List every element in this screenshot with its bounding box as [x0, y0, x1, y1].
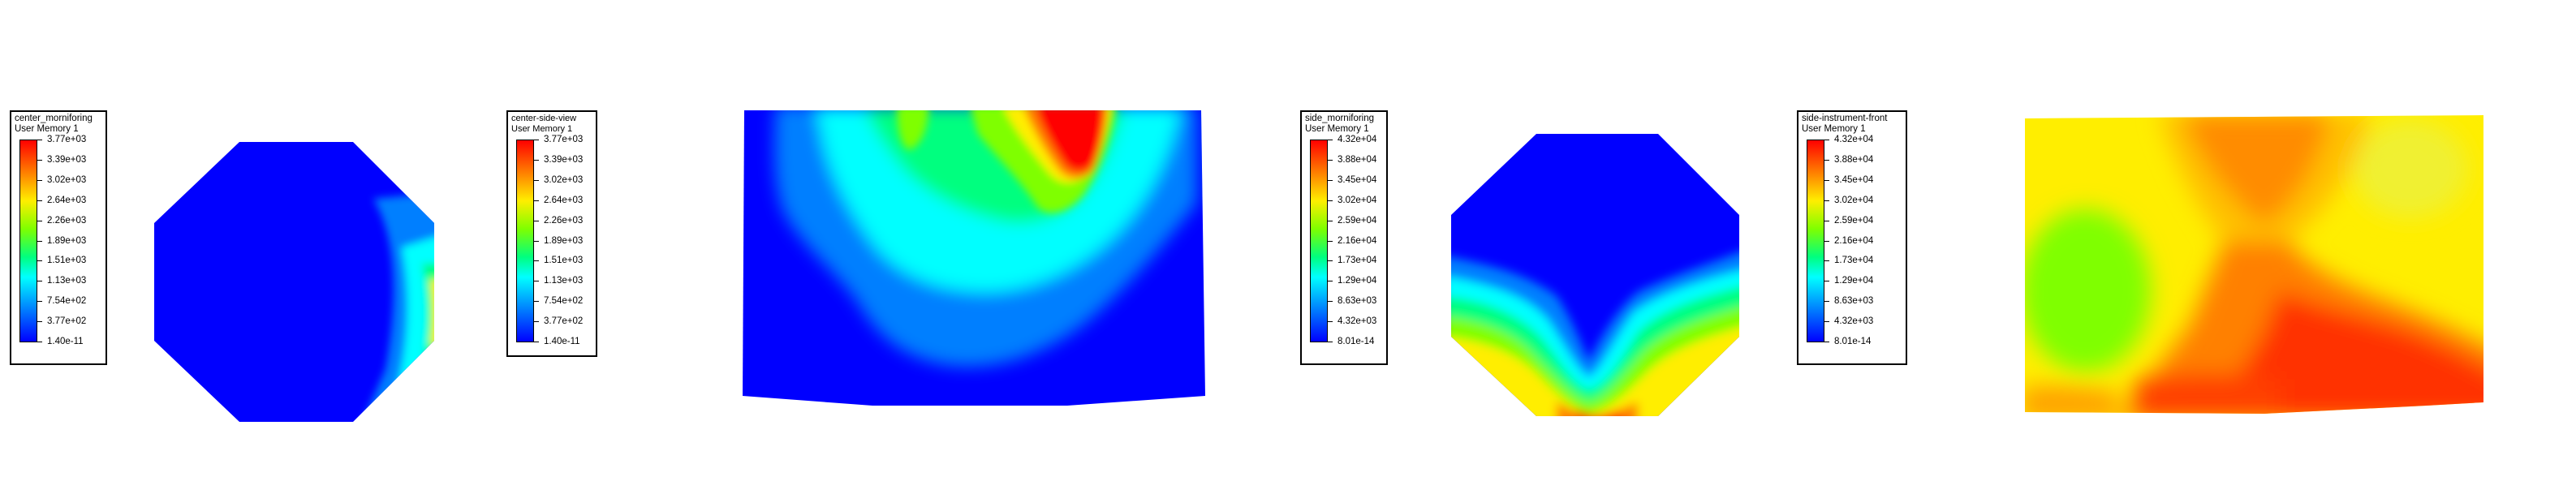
contour-field [154, 142, 434, 422]
legend-tick-label: 3.02e+04 [1338, 195, 1377, 205]
legend-tick-mark [534, 260, 539, 262]
legend-center-side-view: center-side-view User Memory 1 3.77e+03 3… [506, 110, 597, 357]
legend-tick-label: 7.54e+02 [47, 296, 87, 307]
legend-tick-label: 2.59e+04 [1834, 215, 1874, 226]
legend-center-monitoring: center_morniforing User Memory 1 3.77e+0… [10, 110, 107, 365]
contour-field [743, 110, 1205, 406]
contour-plot-center-side-view [743, 105, 1205, 410]
legend-tick-label: 8.01e-14 [1834, 337, 1872, 346]
legend-tick-mark [534, 301, 539, 303]
legend-tick-mark [37, 260, 42, 262]
legend-side-instrument-front: side-instrument-front User Memory 1 4.32… [1797, 110, 1907, 365]
color-scale-bar [1807, 140, 1824, 342]
legend-tick-label: 1.13e+03 [544, 276, 584, 286]
legend-tick-mark [1328, 240, 1333, 242]
legend-tick-mark [37, 301, 42, 303]
legend-title: center_morniforing [15, 114, 93, 123]
legend-tick-mark [534, 240, 539, 242]
legend-tick-label: 3.39e+03 [544, 154, 584, 165]
legend-tick-label: 3.02e+03 [544, 174, 584, 185]
legend-tick-label: 3.45e+04 [1338, 174, 1377, 185]
legend-tick-label: 1.89e+03 [544, 235, 584, 246]
legend-tick-label: 8.01e-14 [1338, 337, 1375, 346]
legend-subtitle: User Memory 1 [1802, 124, 1866, 134]
legend-title: center-side-view [511, 114, 577, 123]
legend-tick-label: 2.26e+03 [47, 215, 87, 226]
legend-tick-label: 1.51e+03 [544, 256, 584, 266]
legend-subtitle: User Memory 1 [511, 124, 573, 134]
legend-tick-mark [1824, 159, 1829, 161]
legend-tick-mark [37, 159, 42, 161]
legend-tick-label: 1.73e+04 [1834, 256, 1874, 266]
legend-tick-label: 3.88e+04 [1338, 154, 1377, 165]
legend-tick-mark [37, 179, 42, 181]
legend-tick-label: 1.29e+04 [1834, 276, 1874, 286]
legend-title: side-instrument-front [1802, 114, 1888, 123]
legend-tick-label: 2.59e+04 [1338, 215, 1377, 226]
contour-field [1451, 134, 1739, 416]
legend-subtitle: User Memory 1 [1305, 124, 1369, 134]
legend-tick-mark [1824, 301, 1829, 303]
color-scale-bar [516, 140, 534, 342]
legend-tick-label: 4.32e+04 [1338, 135, 1377, 144]
legend-tick-label: 2.16e+04 [1338, 235, 1377, 246]
legend-tick-label: 1.51e+03 [47, 256, 87, 266]
legend-tick-label: 1.29e+04 [1338, 276, 1377, 286]
legend-tick-mark [534, 321, 539, 323]
legend-tick-mark [534, 200, 539, 201]
color-scale-bar [1310, 140, 1328, 342]
legend-tick-label: 7.54e+02 [544, 296, 584, 307]
legend-tick-label: 3.88e+04 [1834, 154, 1874, 165]
legend-tick-label: 2.64e+03 [544, 195, 584, 205]
legend-tick-mark [1824, 260, 1829, 262]
legend-title: side_morniforing [1305, 114, 1375, 123]
legend-tick-mark [1824, 200, 1829, 201]
legend-tick-label: 3.39e+03 [47, 154, 87, 165]
legend-tick-label: 2.64e+03 [47, 195, 87, 205]
legend-tick-mark [534, 179, 539, 181]
legend-tick-label: 4.32e+04 [1834, 135, 1874, 144]
legend-tick-label: 4.32e+03 [1834, 316, 1874, 327]
legend-subtitle: User Memory 1 [15, 124, 79, 134]
contour-plot-side-monitoring [1451, 134, 1743, 418]
legend-tick-label: 1.73e+04 [1338, 256, 1377, 266]
legend-tick-mark [1328, 179, 1333, 181]
legend-tick-label: 4.32e+03 [1338, 316, 1377, 327]
legend-tick-label: 1.40e-11 [544, 337, 580, 346]
legend-tick-mark [1824, 179, 1829, 181]
legend-tick-mark [37, 200, 42, 201]
legend-tick-label: 3.77e+03 [544, 135, 584, 144]
legend-tick-label: 2.26e+03 [544, 215, 584, 226]
legend-tick-label: 3.02e+03 [47, 174, 87, 185]
legend-tick-mark [1328, 301, 1333, 303]
contour-plot-center-monitoring [154, 142, 438, 426]
legend-tick-label: 3.45e+04 [1834, 174, 1874, 185]
legend-tick-label: 3.02e+04 [1834, 195, 1874, 205]
contour-plot-side-instrument-front [2021, 112, 2492, 416]
legend-tick-mark [1824, 321, 1829, 323]
legend-tick-label: 8.63e+03 [1338, 296, 1377, 307]
legend-side-monitoring: side_morniforing User Memory 1 4.32e+04 3… [1300, 110, 1388, 365]
legend-tick-mark [1328, 159, 1333, 161]
legend-tick-mark [1328, 200, 1333, 201]
legend-tick-mark [1328, 321, 1333, 323]
legend-tick-label: 1.89e+03 [47, 235, 87, 246]
legend-tick-label: 3.77e+02 [47, 316, 87, 327]
contour-field [2025, 115, 2483, 414]
legend-tick-mark [1328, 260, 1333, 262]
legend-tick-label: 3.77e+02 [544, 316, 584, 327]
color-scale-bar [19, 140, 37, 342]
legend-tick-label: 1.13e+03 [47, 276, 87, 286]
legend-tick-mark [37, 240, 42, 242]
legend-tick-label: 8.63e+03 [1834, 296, 1874, 307]
legend-tick-label: 3.77e+03 [47, 135, 87, 144]
legend-tick-label: 2.16e+04 [1834, 235, 1874, 246]
legend-tick-label: 1.40e-11 [47, 337, 84, 346]
legend-tick-mark [37, 321, 42, 323]
legend-tick-mark [1824, 240, 1829, 242]
legend-tick-mark [534, 159, 539, 161]
